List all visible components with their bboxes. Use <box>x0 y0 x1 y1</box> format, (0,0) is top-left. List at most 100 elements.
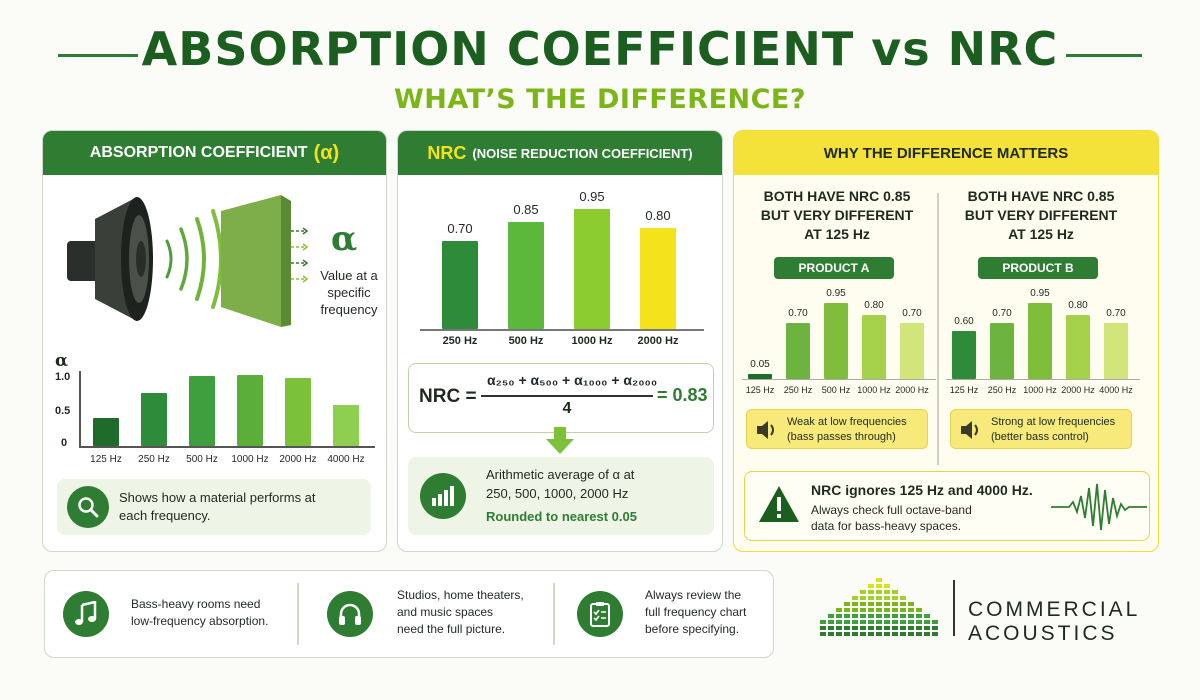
logo-equalizer-block <box>860 602 866 606</box>
logo-equalizer-block <box>908 632 914 636</box>
alpha-caption-line: Value at a <box>320 268 378 283</box>
logo-equalizer-block <box>892 626 898 630</box>
logo-equalizer-block <box>892 590 898 594</box>
product-chart-x-tick: 2000 Hz <box>895 385 929 395</box>
product-chart-value-label: 0.60 <box>954 316 974 327</box>
logo-equalizer-block <box>868 632 874 636</box>
warning-text: Always check full octave-band data for b… <box>811 502 972 534</box>
page-title: ABSORPTION COEFFICIENT vs NRC <box>141 22 1059 76</box>
logo-equalizer-block <box>900 626 906 630</box>
alpha-info-text: Shows how a material performs at each fr… <box>119 489 316 525</box>
nrc-formula-lhs: NRC = <box>419 386 477 407</box>
logo-equalizer-block <box>924 626 930 630</box>
warning-line: Always check full octave-band <box>811 503 972 517</box>
logo-equalizer-block <box>924 632 930 636</box>
product-note-line: Weak at low frequencies <box>787 416 907 428</box>
logo-equalizer-block <box>876 608 882 612</box>
acoustic-panel-icon <box>221 195 291 327</box>
product-note-box: Strong at low frequencies (better bass co… <box>950 409 1132 449</box>
product-chart-value-label: 0.80 <box>864 300 884 311</box>
magnifier-icon <box>67 486 109 528</box>
logo-equalizer-block <box>884 608 890 612</box>
product-note-text: Weak at low frequencies (bass passes thro… <box>787 415 907 445</box>
logo-equalizer-block <box>852 602 858 606</box>
alpha-chart-bar <box>93 417 119 446</box>
nrc-chart-bar <box>574 209 610 329</box>
logo-equalizer-block <box>900 596 906 600</box>
logo-equalizer-block <box>868 590 874 594</box>
tip-line: before specifying. <box>645 622 740 636</box>
product-chart-x-tick: 4000 Hz <box>1099 385 1133 395</box>
logo-equalizer-block <box>852 620 858 624</box>
logo-equalizer-block <box>868 614 874 618</box>
logo-equalizer-block <box>868 596 874 600</box>
alpha-chart-x-tick: 125 Hz <box>90 454 122 465</box>
panel-nrc-heading-main: NRC <box>427 142 467 163</box>
nrc-chart-bar <box>640 228 676 329</box>
panel-nrc-heading-sub: (NOISE REDUCTION COEFFICIENT) <box>472 145 693 161</box>
logo-equalizer-block <box>884 614 890 618</box>
panel-absorption-coefficient: ABSORPTION COEFFICIENT (α) α <box>42 130 387 552</box>
product-chart-bar <box>1028 303 1052 379</box>
product-chart-bar <box>990 323 1014 379</box>
alpha-chart-bar <box>189 376 215 446</box>
speaker-icon <box>67 197 153 321</box>
product-chart-value-label: 0.70 <box>788 308 808 319</box>
tip-line: Studios, home theaters, <box>397 588 524 602</box>
logo-equalizer-block <box>852 614 858 618</box>
logo-equalizer-block <box>908 626 914 630</box>
logo-equalizer-block <box>916 620 922 624</box>
logo-equalizer-block <box>836 608 842 612</box>
alpha-chart-y-tick: 0 <box>61 437 68 449</box>
logo-equalizer-block <box>884 602 890 606</box>
nrc-chart-value-label: 0.70 <box>447 220 473 236</box>
title-rule-left <box>58 54 138 57</box>
logo-equalizer-block <box>932 632 938 636</box>
product-chart-value-label: 0.70 <box>992 308 1012 319</box>
alpha-info-box: Shows how a material performs at each fr… <box>57 479 371 535</box>
logo-equalizer-block <box>876 602 882 606</box>
logo-equalizer-block <box>916 614 922 618</box>
logo-equalizer-block <box>868 608 874 612</box>
logo-equalizer-block <box>876 584 882 588</box>
product-chart-x-tick: 1000 Hz <box>1023 385 1057 395</box>
tip-line: and music spaces <box>397 605 494 619</box>
tip-divider <box>297 583 299 645</box>
product-chart-x-tick: 125 Hz <box>745 385 775 395</box>
logo-divider <box>953 580 955 636</box>
alpha-chart-x-tick: 250 Hz <box>138 454 170 465</box>
nrc-info-line: Arithmetic average of α at <box>486 467 635 482</box>
logo-equalizer-block <box>836 626 842 630</box>
sound-wave-icon <box>165 209 223 309</box>
logo-equalizer-block <box>844 632 850 636</box>
nrc-formula-result: = 0.83 <box>657 385 708 405</box>
nrc-info-rounding: Rounded to nearest 0.05 <box>486 509 637 524</box>
logo-equalizer-block <box>876 590 882 594</box>
down-arrow-icon <box>546 427 574 454</box>
product-chart-value-label: 0.70 <box>1106 308 1126 319</box>
product-chart-bar <box>952 331 976 379</box>
logo-equalizer-block <box>884 626 890 630</box>
logo-equalizer-block <box>900 620 906 624</box>
product-note-line: (bass passes through) <box>787 431 896 443</box>
logo-equalizer-block <box>828 626 834 630</box>
logo-equalizer-block <box>844 620 850 624</box>
nrc-chart-x-tick: 2000 Hz <box>637 335 679 347</box>
product-chart-x-tick: 1000 Hz <box>857 385 891 395</box>
logo-equalizer-block <box>828 614 834 618</box>
alpha-chart-x-tick: 4000 Hz <box>327 454 365 465</box>
alpha-chart-x-axis <box>79 446 375 448</box>
logo-equalizer-block <box>924 614 930 618</box>
product-chart-value-label: 0.05 <box>750 359 770 370</box>
logo-equalizer-block <box>820 620 826 624</box>
logo-equalizer-block <box>860 632 866 636</box>
nrc-formula-numerator: α₂₅₀ + α₅₀₀ + α₁₀₀₀ + α₂₀₀₀ <box>487 372 658 388</box>
alpha-caption: Value at a specific frequency <box>309 267 386 318</box>
logo-equalizer-block <box>868 602 874 606</box>
logo-equalizer-block <box>852 632 858 636</box>
warning-box: NRC ignores 125 Hz and 4000 Hz. Always c… <box>744 471 1150 541</box>
logo-equalizer-block <box>820 626 826 630</box>
alpha-caption-line: frequency <box>320 302 378 317</box>
nrc-chart-x-tick: 1000 Hz <box>571 335 613 347</box>
logo-equalizer-block <box>900 608 906 612</box>
